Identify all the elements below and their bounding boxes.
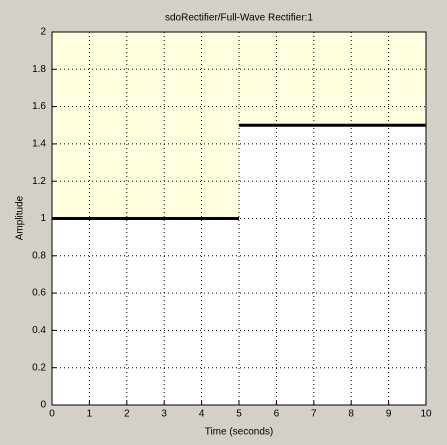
x-tick-label: 9 <box>386 409 392 420</box>
x-tick-label: 4 <box>199 409 205 420</box>
y-tick-label: 0.2 <box>32 362 46 373</box>
y-tick-label: 1.4 <box>32 139 46 150</box>
y-axis-label: Amplitude <box>15 195 26 240</box>
x-tick-label: 2 <box>124 409 130 420</box>
y-tick-label: 0 <box>40 400 46 411</box>
y-tick-label: 1.2 <box>32 176 46 187</box>
y-tick-label: 1.8 <box>32 64 46 75</box>
x-tick-label: 8 <box>348 409 354 420</box>
y-tick-label: 0.8 <box>32 250 46 261</box>
y-tick-label: 1.6 <box>32 101 46 112</box>
shaded-region <box>239 32 426 126</box>
chart-title: sdoRectifier/Full-Wave Rectifier:1 <box>165 13 313 24</box>
x-tick-label: 5 <box>236 409 242 420</box>
signal-line <box>52 123 426 220</box>
shaded-region <box>52 32 239 219</box>
y-tick-label: 2 <box>40 27 46 38</box>
x-tick-label: 0 <box>49 409 55 420</box>
x-tick-label: 7 <box>311 409 317 420</box>
x-tick-label: 10 <box>420 409 432 420</box>
y-tick-label: 0.4 <box>32 325 46 336</box>
x-axis-label: Time (seconds) <box>205 427 274 438</box>
x-tick-label: 6 <box>274 409 280 420</box>
y-tick-label: 0.6 <box>32 288 46 299</box>
x-tick-label: 1 <box>87 409 93 420</box>
y-tick-label: 1 <box>40 213 46 224</box>
x-tick-label: 3 <box>161 409 167 420</box>
